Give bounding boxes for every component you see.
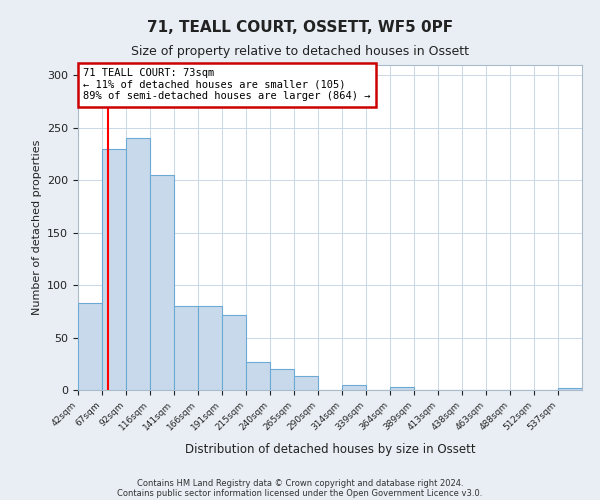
Bar (342, 385, 366, 390)
Bar (174, 306, 198, 390)
Bar (390, 387, 414, 390)
Bar (102, 149, 126, 390)
Bar (198, 306, 222, 390)
Text: 71, TEALL COURT, OSSETT, WF5 0PF: 71, TEALL COURT, OSSETT, WF5 0PF (147, 20, 453, 35)
Text: Contains HM Land Registry data © Crown copyright and database right 2024.: Contains HM Land Registry data © Crown c… (137, 478, 463, 488)
Bar (150, 175, 174, 390)
Text: 71 TEALL COURT: 73sqm
← 11% of detached houses are smaller (105)
89% of semi-det: 71 TEALL COURT: 73sqm ← 11% of detached … (83, 68, 371, 102)
Y-axis label: Number of detached properties: Number of detached properties (32, 140, 41, 315)
Bar (222, 314, 246, 390)
X-axis label: Distribution of detached houses by size in Ossett: Distribution of detached houses by size … (185, 443, 475, 456)
Bar (246, 362, 270, 390)
Bar (78, 303, 102, 390)
Bar (126, 138, 150, 390)
Text: Size of property relative to detached houses in Ossett: Size of property relative to detached ho… (131, 45, 469, 58)
Bar (270, 369, 294, 390)
Bar (558, 388, 582, 390)
Bar (294, 376, 318, 390)
Text: Contains public sector information licensed under the Open Government Licence v3: Contains public sector information licen… (118, 488, 482, 498)
